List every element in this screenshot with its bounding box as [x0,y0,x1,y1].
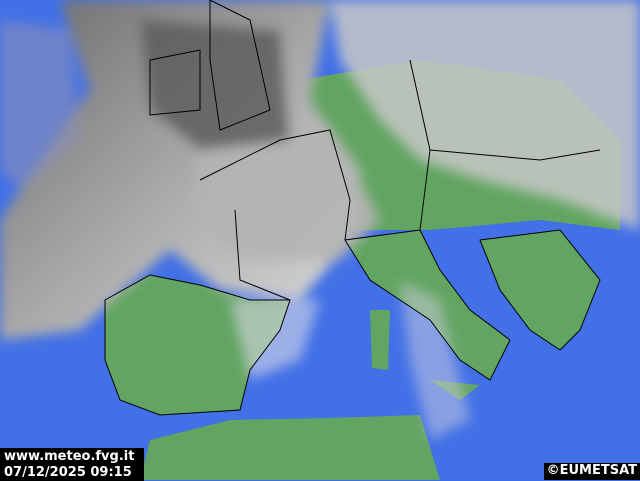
copyright-label: ©EUMETSAT [543,463,640,480]
country-borders [104,0,601,416]
timestamp-label: www.meteo.fvg.it 07/12/2025 09:15 [0,448,144,481]
site-url: www.meteo.fvg.it [4,449,135,464]
image-timestamp: 07/12/2025 09:15 [4,465,132,480]
cloud-cover [0,0,640,440]
